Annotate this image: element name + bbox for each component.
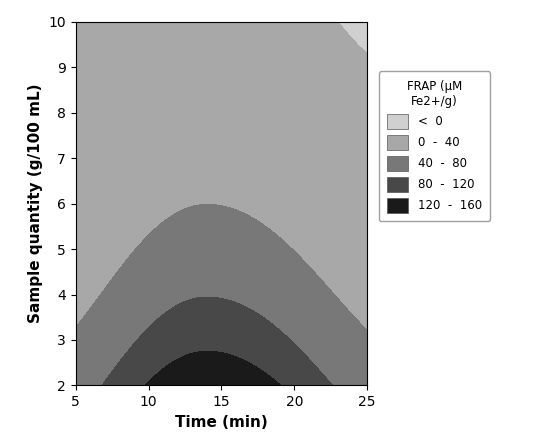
Legend: <  0, 0  -  40, 40  -  80, 80  -  120, 120  -  160: < 0, 0 - 40, 40 - 80, 80 - 120, 120 - 16… [379,71,490,221]
Y-axis label: Sample quantity (g/100 mL): Sample quantity (g/100 mL) [28,84,43,323]
X-axis label: Time (min): Time (min) [175,415,268,430]
